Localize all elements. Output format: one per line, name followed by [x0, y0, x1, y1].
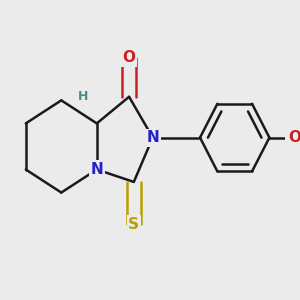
Text: N: N	[146, 130, 159, 145]
Text: O: O	[123, 50, 136, 65]
Text: H: H	[77, 90, 88, 103]
Text: O: O	[288, 130, 300, 145]
Text: S: S	[128, 217, 139, 232]
Text: N: N	[90, 162, 103, 177]
